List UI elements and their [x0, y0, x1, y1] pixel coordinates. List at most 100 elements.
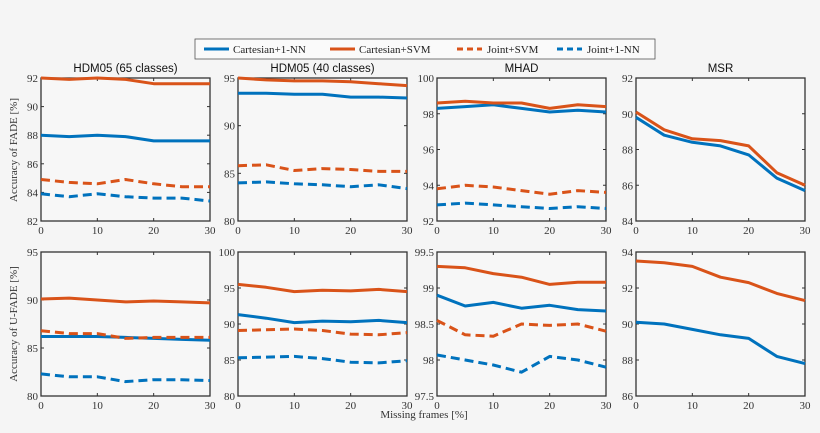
x-tick-label: 20: [544, 225, 556, 237]
panel-6: 0 10 20 30 80 85 90 95 100: [219, 247, 414, 412]
series-line-cartesian-1-nn: [237, 313, 408, 325]
y-tick-label: 92: [27, 73, 38, 85]
legend-label-cartesian-svm: Cartesian+SVM: [359, 44, 431, 56]
series-line-joint-1-nn: [40, 192, 211, 203]
series-line-cartesian-svm: [237, 282, 408, 294]
y-tick-label: 86: [622, 391, 634, 403]
y-tick-label: 88: [622, 145, 634, 157]
x-tick-label: 20: [148, 225, 160, 237]
series-line-joint-svm: [237, 327, 408, 337]
legend: Cartesian+1-NN Cartesian+SVM Joint+SVM J…: [194, 38, 656, 60]
x-tick-label: 10: [289, 225, 301, 237]
y-tick-label: 84: [622, 216, 634, 228]
x-tick-label: 20: [743, 225, 755, 237]
x-tick-label: 30: [800, 225, 812, 237]
y-tick-label: 99.5: [415, 247, 435, 259]
panel-title: HDM05 (65 classes): [73, 63, 177, 75]
y-tick-label: 98: [423, 355, 435, 367]
legend-label-joint-1nn: Joint+1-NN: [587, 44, 640, 56]
y-tick-label: 96: [423, 145, 435, 157]
panel-2: HDM05 (40 classes) 0 10 20 30 80 85 90 95: [224, 63, 413, 237]
x-tick-label: 10: [488, 225, 500, 237]
y-tick-label: 90: [224, 121, 236, 133]
x-tick-label: 30: [205, 225, 217, 237]
y-tick-label: 95: [224, 283, 236, 295]
y-tick-label: 86: [27, 159, 39, 171]
y-tick-label: 98: [423, 109, 435, 121]
y-tick-label: 94: [622, 247, 634, 259]
y-tick-label: 92: [622, 73, 633, 85]
x-tick-label: 20: [743, 400, 755, 412]
plot-area: [237, 251, 408, 397]
xlabel: Missing frames [%]: [380, 409, 467, 421]
y-tick-label: 86: [622, 180, 634, 192]
series-line-cartesian-svm: [436, 99, 607, 110]
x-tick-label: 0: [633, 400, 639, 412]
series-line-cartesian-svm: [237, 76, 408, 88]
y-tick-label: 98.5: [415, 319, 435, 331]
x-tick-label: 0: [38, 225, 44, 237]
panel-4: MSR 0 10 20 30 84 86 88 90 92: [622, 63, 811, 237]
series-line-joint-1-nn: [237, 354, 408, 365]
series-line-cartesian-svm: [40, 296, 211, 305]
y-tick-label: 88: [27, 130, 39, 142]
y-tick-label: 99: [423, 283, 435, 295]
series-line-cartesian-1-nn: [436, 293, 607, 313]
y-tick-label: 100: [418, 73, 435, 85]
y-tick-label: 85: [224, 168, 236, 180]
x-tick-label: 10: [92, 400, 104, 412]
plot-area: [436, 77, 607, 222]
y-tick-label: 80: [224, 216, 236, 228]
y-tick-label: 82: [27, 216, 38, 228]
ylabel-row-1: Accuracy of FADE [%]: [8, 98, 20, 202]
series-line-cartesian-svm: [635, 110, 806, 187]
x-tick-label: 10: [687, 400, 699, 412]
x-tick-label: 0: [434, 400, 440, 412]
y-tick-label: 90: [622, 109, 634, 121]
y-tick-label: 100: [219, 247, 236, 259]
panel-title: HDM05 (40 classes): [270, 63, 374, 75]
y-tick-label: 95: [224, 73, 236, 85]
series-line-joint-svm: [237, 163, 407, 173]
x-tick-label: 0: [434, 225, 440, 237]
y-tick-label: 84: [27, 187, 39, 199]
y-tick-label: 95: [27, 247, 39, 259]
y-tick-label: 90: [224, 319, 236, 331]
x-tick-label: 30: [601, 400, 613, 412]
series-line-cartesian-1-nn: [635, 320, 806, 366]
x-tick-label: 0: [235, 400, 241, 412]
series-line-cartesian-1-nn: [238, 91, 408, 100]
plot-area: [237, 77, 408, 222]
ylabel-row-2: Accuracy of U-FADE [%]: [8, 266, 20, 382]
series-line-cartesian-svm: [635, 259, 806, 303]
x-tick-label: 0: [235, 225, 241, 237]
x-tick-label: 10: [488, 400, 500, 412]
legend-label-joint-svm: Joint+SVM: [487, 44, 539, 56]
panel-8: 0 10 20 30 86 88 90 92 94: [622, 247, 811, 412]
panel-3: MHAD 0 10 20 30 92 94 96 98 100: [418, 63, 613, 237]
series-line-cartesian-svm: [436, 264, 606, 286]
x-tick-label: 20: [345, 225, 357, 237]
panel-1: HDM05 (65 classes) 0 10 20 30 82 84 86 88 90 92: [27, 63, 216, 237]
y-tick-label: 97.5: [415, 391, 435, 403]
plot-area: [635, 77, 806, 222]
series-line-joint-1-nn: [237, 180, 408, 191]
series-line-cartesian-1-nn: [436, 103, 607, 114]
x-tick-label: 30: [205, 400, 217, 412]
x-tick-label: 10: [92, 225, 104, 237]
x-tick-label: 0: [38, 400, 44, 412]
series-line-cartesian-1-nn: [635, 116, 806, 192]
plot-area: [40, 251, 211, 397]
series-line-joint-1-nn: [436, 201, 607, 210]
x-tick-label: 20: [148, 400, 160, 412]
panel-title: MHAD: [505, 63, 539, 75]
series-line-cartesian-1-nn: [40, 133, 210, 143]
y-tick-label: 90: [622, 319, 634, 331]
series-line-joint-1-nn: [40, 372, 211, 384]
x-tick-label: 20: [345, 400, 357, 412]
y-tick-label: 88: [622, 355, 634, 367]
panel-7: 0 10 20 30 97.5 98 98.5 99 99.5: [415, 247, 612, 412]
x-tick-label: 0: [633, 225, 639, 237]
y-tick-label: 92: [622, 283, 633, 295]
